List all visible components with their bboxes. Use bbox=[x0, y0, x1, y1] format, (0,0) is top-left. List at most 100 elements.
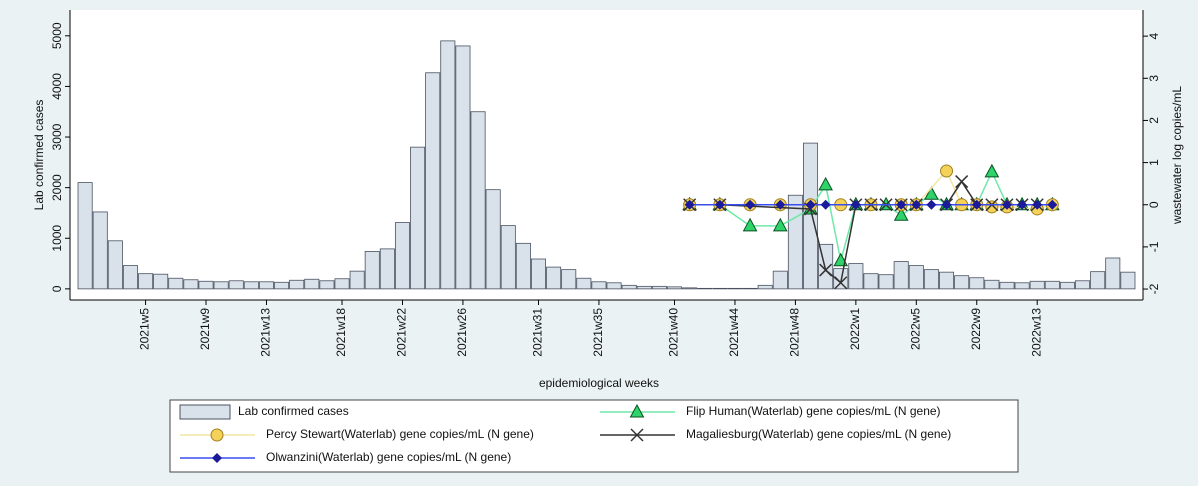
bar bbox=[379, 248, 395, 290]
bar bbox=[969, 277, 985, 290]
bar bbox=[893, 261, 909, 290]
y-tick-label: 5000 bbox=[50, 22, 64, 49]
marker-shape bbox=[985, 200, 999, 214]
marker-shape bbox=[714, 199, 725, 210]
marker bbox=[1047, 199, 1058, 210]
marker bbox=[742, 217, 758, 232]
marker-shape bbox=[1017, 199, 1028, 210]
bar bbox=[470, 111, 486, 290]
legend-swatch bbox=[179, 404, 231, 420]
y-tick-label: 2000 bbox=[50, 174, 64, 201]
marker bbox=[714, 199, 725, 210]
bar bbox=[636, 285, 652, 290]
marker bbox=[819, 263, 833, 277]
bar bbox=[92, 211, 108, 290]
bar bbox=[394, 222, 410, 290]
legend-label: Lab confirmed cases bbox=[238, 404, 349, 418]
bar bbox=[168, 277, 184, 290]
x-axis-title: epidemiological weeks bbox=[539, 376, 659, 390]
marker-shape bbox=[630, 428, 644, 442]
marker bbox=[629, 403, 645, 418]
x-tick-label: 2021w31 bbox=[531, 308, 545, 357]
y-tick-label: 3000 bbox=[50, 123, 64, 150]
bar bbox=[954, 275, 970, 290]
plot-area bbox=[70, 10, 1143, 300]
marker-shape bbox=[684, 199, 695, 210]
bar bbox=[848, 263, 864, 290]
y-tick-label: 0 bbox=[50, 285, 64, 292]
legend bbox=[169, 399, 1019, 473]
x-tick-label: 2021w18 bbox=[334, 308, 348, 357]
marker-shape bbox=[210, 428, 224, 442]
x-tick-label: 2021w22 bbox=[395, 308, 409, 357]
bar bbox=[1075, 280, 1091, 290]
marker-shape bbox=[772, 217, 788, 232]
bar bbox=[923, 269, 939, 290]
x-tick-label: 2022w9 bbox=[969, 308, 983, 350]
y2-tick-label: 0 bbox=[1147, 201, 1161, 208]
bar bbox=[243, 281, 259, 290]
y2-tick-label: -1 bbox=[1147, 241, 1161, 252]
bar bbox=[274, 281, 290, 290]
bar bbox=[213, 281, 229, 290]
bar bbox=[1044, 280, 1060, 290]
bar bbox=[772, 270, 788, 290]
bar bbox=[1090, 271, 1106, 290]
bar bbox=[153, 273, 169, 290]
bar bbox=[304, 278, 320, 290]
marker-shape bbox=[1047, 199, 1058, 210]
marker bbox=[684, 199, 695, 210]
x-tick-label: 2021w5 bbox=[138, 308, 152, 350]
marker bbox=[984, 163, 1000, 178]
bar bbox=[1059, 281, 1075, 290]
x-tick-label: 2021w9 bbox=[198, 308, 212, 350]
bar bbox=[1029, 280, 1045, 290]
marker-shape bbox=[941, 199, 952, 210]
y-tick-label: 4000 bbox=[50, 73, 64, 100]
marker-shape bbox=[629, 403, 645, 418]
marker bbox=[971, 199, 982, 210]
bar bbox=[576, 277, 592, 290]
bar bbox=[546, 266, 562, 290]
y2-tick-label: -2 bbox=[1147, 283, 1161, 294]
marker bbox=[630, 428, 644, 442]
marker bbox=[775, 199, 786, 210]
bar bbox=[425, 72, 441, 290]
y-tick-label: 1000 bbox=[50, 225, 64, 252]
marker bbox=[955, 175, 969, 189]
marker-shape bbox=[212, 453, 222, 463]
bar bbox=[667, 286, 683, 290]
bar bbox=[742, 287, 758, 290]
marker-shape bbox=[850, 199, 861, 210]
x-tick-label: 2021w26 bbox=[455, 308, 469, 357]
marker bbox=[1032, 199, 1043, 210]
marker-shape bbox=[742, 217, 758, 232]
marker bbox=[745, 199, 756, 210]
bar bbox=[440, 40, 456, 290]
marker-shape bbox=[1032, 199, 1043, 210]
bar bbox=[621, 284, 637, 290]
bar bbox=[863, 273, 879, 290]
marker bbox=[850, 199, 861, 210]
bar bbox=[77, 182, 93, 290]
marker bbox=[940, 164, 954, 178]
bar bbox=[833, 268, 849, 290]
marker-shape bbox=[745, 199, 756, 210]
bar bbox=[1120, 271, 1136, 290]
bar bbox=[651, 285, 667, 290]
x-tick-label: 2021w40 bbox=[667, 308, 681, 357]
marker bbox=[210, 428, 224, 442]
bar bbox=[349, 270, 365, 290]
y2-tick-label: 2 bbox=[1147, 117, 1161, 124]
x-tick-label: 2022w13 bbox=[1029, 308, 1043, 357]
marker-shape bbox=[926, 199, 937, 210]
marker-shape bbox=[820, 199, 831, 210]
y2-axis-title: wastewater log copies/mL bbox=[1170, 86, 1184, 225]
marker-shape bbox=[818, 176, 833, 191]
bar bbox=[908, 265, 924, 290]
marker bbox=[805, 199, 816, 210]
legend-label: Percy Stewart(Waterlab) gene copies/mL (… bbox=[266, 427, 534, 441]
bar bbox=[183, 279, 199, 290]
marker bbox=[1017, 199, 1028, 210]
